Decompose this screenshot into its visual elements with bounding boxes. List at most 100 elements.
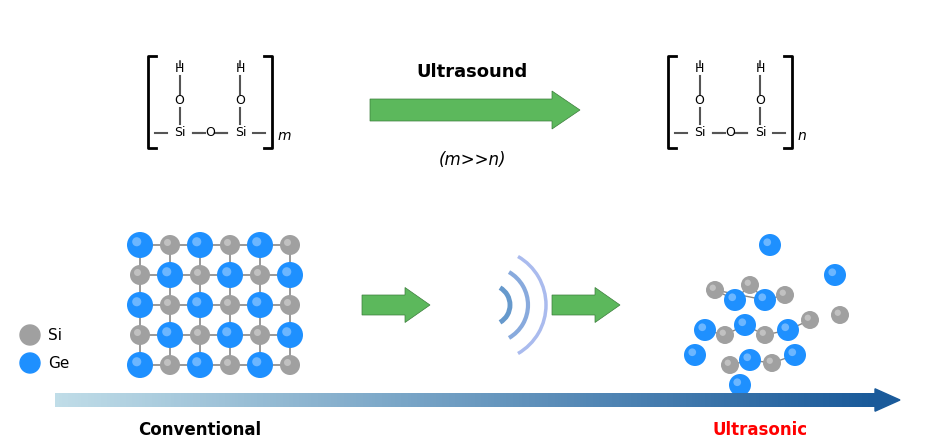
Circle shape bbox=[190, 325, 210, 345]
Circle shape bbox=[224, 239, 230, 246]
Circle shape bbox=[801, 311, 818, 329]
Text: H: H bbox=[755, 62, 765, 76]
Circle shape bbox=[160, 295, 179, 315]
Circle shape bbox=[252, 357, 261, 366]
Circle shape bbox=[164, 299, 171, 306]
Circle shape bbox=[277, 262, 303, 288]
Circle shape bbox=[753, 289, 775, 311]
Text: O: O bbox=[754, 95, 765, 107]
Circle shape bbox=[828, 268, 835, 276]
Circle shape bbox=[284, 299, 291, 306]
Circle shape bbox=[250, 265, 270, 285]
Circle shape bbox=[130, 325, 150, 345]
Circle shape bbox=[134, 329, 141, 336]
Text: Ultrasound: Ultrasound bbox=[416, 63, 527, 81]
Circle shape bbox=[20, 353, 40, 373]
Circle shape bbox=[126, 292, 153, 318]
Circle shape bbox=[716, 326, 733, 344]
Circle shape bbox=[779, 290, 785, 296]
Circle shape bbox=[787, 348, 795, 356]
Circle shape bbox=[132, 237, 142, 246]
Text: O: O bbox=[694, 95, 704, 107]
Circle shape bbox=[224, 299, 230, 306]
Circle shape bbox=[282, 327, 291, 336]
Text: O: O bbox=[724, 126, 734, 140]
Text: Ge: Ge bbox=[48, 355, 69, 370]
Circle shape bbox=[252, 297, 261, 306]
Text: Conventional: Conventional bbox=[138, 421, 261, 439]
Circle shape bbox=[220, 235, 240, 255]
Circle shape bbox=[775, 286, 793, 304]
Circle shape bbox=[709, 285, 716, 291]
Circle shape bbox=[766, 358, 772, 364]
Circle shape bbox=[246, 292, 273, 318]
Circle shape bbox=[740, 276, 758, 294]
Circle shape bbox=[160, 355, 179, 375]
Text: n: n bbox=[797, 129, 805, 143]
Circle shape bbox=[252, 237, 261, 246]
Circle shape bbox=[758, 234, 780, 256]
Circle shape bbox=[220, 295, 240, 315]
Circle shape bbox=[284, 239, 291, 246]
Circle shape bbox=[162, 267, 171, 276]
Circle shape bbox=[737, 318, 746, 326]
Circle shape bbox=[282, 267, 291, 276]
Circle shape bbox=[132, 297, 142, 306]
Circle shape bbox=[693, 319, 716, 341]
Circle shape bbox=[250, 325, 270, 345]
Circle shape bbox=[187, 352, 212, 378]
Circle shape bbox=[130, 265, 150, 285]
Circle shape bbox=[187, 232, 212, 258]
Circle shape bbox=[134, 269, 141, 276]
Circle shape bbox=[192, 297, 201, 306]
Circle shape bbox=[224, 359, 230, 366]
Text: Si: Si bbox=[754, 126, 766, 140]
Circle shape bbox=[763, 238, 770, 246]
Text: Si: Si bbox=[48, 328, 62, 343]
Circle shape bbox=[687, 348, 696, 356]
Text: m: m bbox=[278, 129, 291, 143]
Polygon shape bbox=[874, 389, 899, 411]
Circle shape bbox=[222, 327, 231, 336]
Circle shape bbox=[192, 357, 201, 366]
Circle shape bbox=[194, 269, 201, 276]
Circle shape bbox=[728, 374, 750, 396]
Text: Si: Si bbox=[693, 126, 704, 140]
Circle shape bbox=[279, 235, 299, 255]
Circle shape bbox=[759, 330, 765, 336]
Text: H: H bbox=[235, 62, 244, 76]
Circle shape bbox=[132, 357, 142, 366]
Circle shape bbox=[762, 354, 780, 372]
Circle shape bbox=[733, 378, 740, 386]
Circle shape bbox=[755, 326, 773, 344]
Circle shape bbox=[781, 324, 788, 331]
FancyArrow shape bbox=[362, 287, 430, 323]
Circle shape bbox=[20, 325, 40, 345]
Circle shape bbox=[126, 352, 153, 378]
Circle shape bbox=[160, 235, 179, 255]
Circle shape bbox=[720, 356, 738, 374]
Circle shape bbox=[217, 322, 243, 348]
Circle shape bbox=[738, 349, 760, 371]
Circle shape bbox=[279, 355, 299, 375]
Circle shape bbox=[776, 319, 799, 341]
Text: Ultrasonic: Ultrasonic bbox=[712, 421, 807, 439]
Circle shape bbox=[157, 322, 183, 348]
Circle shape bbox=[190, 265, 210, 285]
Circle shape bbox=[834, 309, 840, 316]
Circle shape bbox=[192, 237, 201, 246]
Text: Si: Si bbox=[174, 126, 185, 140]
Text: H: H bbox=[694, 62, 703, 76]
Circle shape bbox=[126, 232, 153, 258]
Circle shape bbox=[718, 330, 725, 336]
Circle shape bbox=[733, 314, 755, 336]
Circle shape bbox=[164, 359, 171, 366]
Circle shape bbox=[698, 324, 705, 331]
Circle shape bbox=[277, 322, 303, 348]
Circle shape bbox=[803, 315, 810, 321]
Circle shape bbox=[284, 359, 291, 366]
Circle shape bbox=[830, 306, 848, 324]
Circle shape bbox=[254, 269, 261, 276]
Circle shape bbox=[758, 293, 766, 301]
Circle shape bbox=[222, 267, 231, 276]
